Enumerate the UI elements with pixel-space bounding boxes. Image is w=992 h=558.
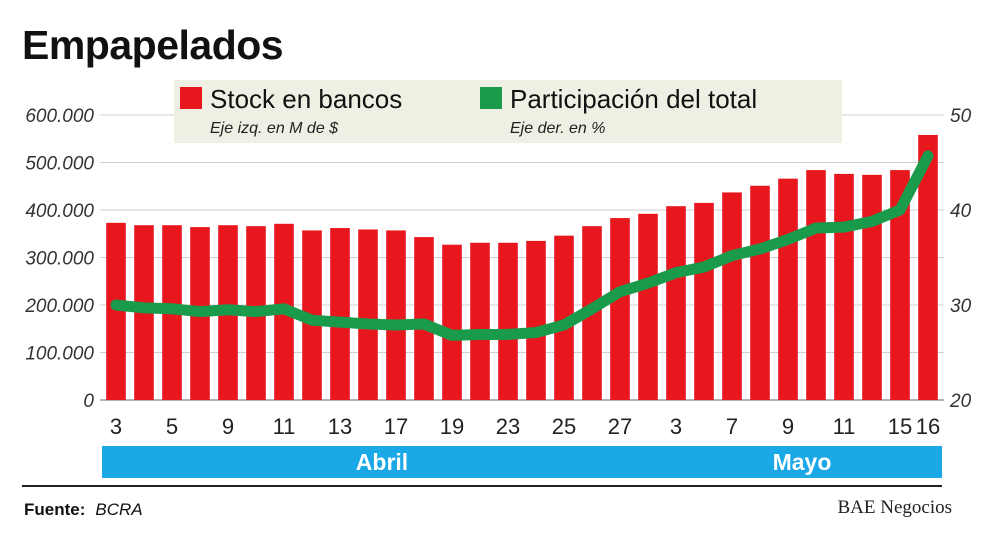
x-tick-label: 15 [888,414,912,439]
footer-divider [22,485,942,487]
source-value: BCRA [95,500,143,519]
left-tick-label: 200.000 [24,296,94,317]
bar [834,173,854,400]
x-tick-label: 7 [726,414,738,439]
source-label: Fuente: [24,500,86,519]
x-tick-label: 19 [440,414,464,439]
month-band: Abril Mayo [102,446,942,478]
chart-title: Empapelados [22,22,284,68]
bar [806,170,826,400]
bar [386,230,406,400]
bar [610,218,630,400]
bar [498,242,518,400]
bar [470,242,490,400]
x-tick-label: 11 [273,414,296,439]
right-tick-label: 50 [950,106,972,127]
right-tick-label: 20 [949,391,972,412]
x-tick-label: 25 [552,414,576,439]
month-label: Mayo [773,449,832,475]
legend-note: Eje izq. en M de $ [210,120,339,137]
legend-note: Eje der. en % [510,120,605,137]
bar [918,134,938,400]
x-tick-label: 13 [328,414,352,439]
bar [526,240,546,400]
participation-line-path [110,150,934,341]
bar [554,235,574,400]
x-axis-ticks: 3 5 9 11 13 17 19 23 25 27 3 7 9 11 15 16 [110,414,940,439]
bar [666,206,686,400]
x-tick-label: 11 [833,414,856,439]
bar [890,170,910,400]
right-tick-label: 30 [950,296,972,317]
right-axis-ticks: 20 30 40 50 [949,106,972,412]
legend: Stock en bancos Eje izq. en M de $ Partici… [174,80,842,143]
month-label: Abril [356,449,408,475]
x-tick-label: 3 [110,414,122,439]
x-tick-label: 3 [670,414,682,439]
credit-text: BAE Negocios [837,497,952,518]
bar [358,229,378,400]
left-tick-label: 500.000 [25,154,94,175]
bar [694,202,714,400]
left-tick-label: 300.000 [25,249,94,270]
x-tick-label: 16 [916,414,940,439]
x-tick-label: 9 [222,414,234,439]
x-tick-label: 23 [496,414,520,439]
participation-line [110,150,934,341]
right-tick-label: 40 [950,201,972,222]
legend-swatch [480,87,502,109]
source-line: Fuente: BCRA [24,500,143,520]
left-tick-label: 0 [83,391,94,412]
left-tick-label: 400.000 [25,201,94,222]
bar [722,192,742,400]
left-axis-ticks: 0 100.000 200.000 300.000 400.000 500.000 600.… [24,106,94,412]
chart-canvas: 0 100.000 200.000 300.000 400.000 500.000 600.… [24,80,972,478]
stock-bars [106,134,938,400]
bar [862,174,882,400]
bar [442,244,462,400]
x-tick-label: 27 [608,414,632,439]
bar [330,228,350,400]
bar [778,178,798,400]
month-band-bg [102,446,942,478]
left-tick-label: 600.000 [25,106,94,127]
legend-label: Stock en bancos [210,84,402,114]
bar [106,222,126,400]
left-tick-label: 100.000 [25,344,94,365]
x-tick-label: 5 [166,414,178,439]
x-tick-label: 17 [384,414,408,439]
legend-box [174,80,842,143]
legend-label: Participación del total [510,84,757,114]
legend-swatch [180,87,202,109]
bar [638,213,658,400]
x-tick-label: 9 [782,414,794,439]
bar [750,185,770,400]
